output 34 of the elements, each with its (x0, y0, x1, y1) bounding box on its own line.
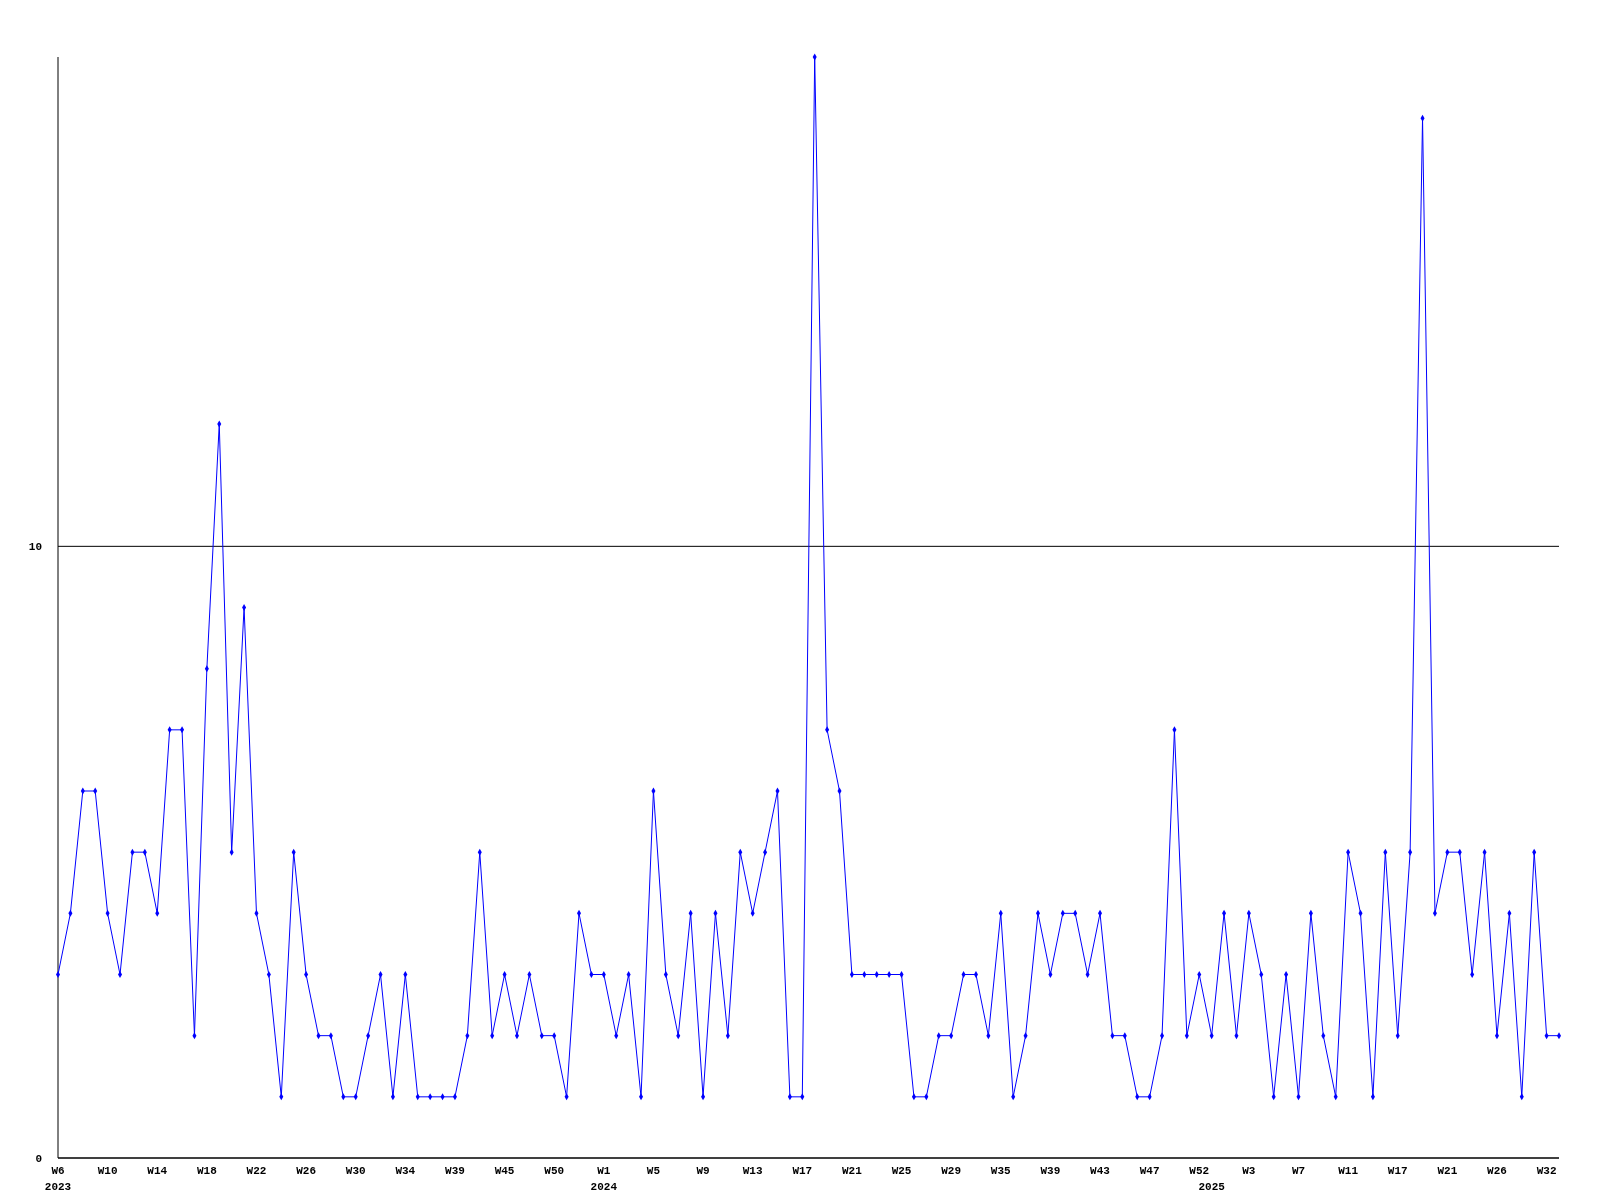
x-tick-label: W22 (246, 1165, 267, 1177)
x-tick-label: W11 (1338, 1165, 1359, 1177)
x-tick-label: W35 (990, 1165, 1012, 1177)
x-tick-label: W39 (1040, 1165, 1061, 1177)
x-tick-label: W26 (1487, 1165, 1507, 1177)
x-tick-label: W34 (395, 1165, 416, 1177)
x-tick-label: W18 (196, 1165, 218, 1177)
y-tick-label: 0 (35, 1152, 42, 1165)
x-tick-label: W52 (1189, 1165, 1210, 1177)
x-tick-label: W45 (494, 1165, 515, 1177)
x-tick-label: W5 (646, 1165, 661, 1177)
x-tick-label: W50 (544, 1165, 565, 1177)
x-tick-label: W17 (1387, 1165, 1408, 1177)
x-tick-label: W3 (1242, 1165, 1256, 1177)
x-tick-label: W39 (445, 1165, 465, 1177)
y-tick-label: 10 (28, 541, 42, 554)
x-tick-label: W30 (345, 1165, 366, 1177)
x-tick-label: W21 (1437, 1165, 1458, 1177)
x-tick-label: W43 (1090, 1165, 1111, 1177)
x-tick-label: W1 2024 (590, 1165, 618, 1193)
x-tick-label: W21 (842, 1165, 863, 1177)
x-tick-label: W29 (941, 1165, 962, 1177)
x-tick-label: W26 (296, 1165, 317, 1177)
x-tick-label: 2025 (1198, 1181, 1226, 1193)
x-tick-label: W32 (1536, 1165, 1557, 1177)
x-tick-label: W9 (696, 1165, 710, 1177)
x-tick-label: W14 (147, 1165, 168, 1177)
x-tick-label: W17 (792, 1165, 813, 1177)
x-tick-label: W6 2023 (44, 1165, 72, 1193)
x-tick-label: W10 (97, 1165, 118, 1177)
x-tick-label: W47 (1139, 1165, 1160, 1177)
x-tick-label: W25 (891, 1165, 912, 1177)
x-tick-label: W13 (742, 1165, 763, 1177)
x-tick-label: W7 (1291, 1165, 1306, 1177)
